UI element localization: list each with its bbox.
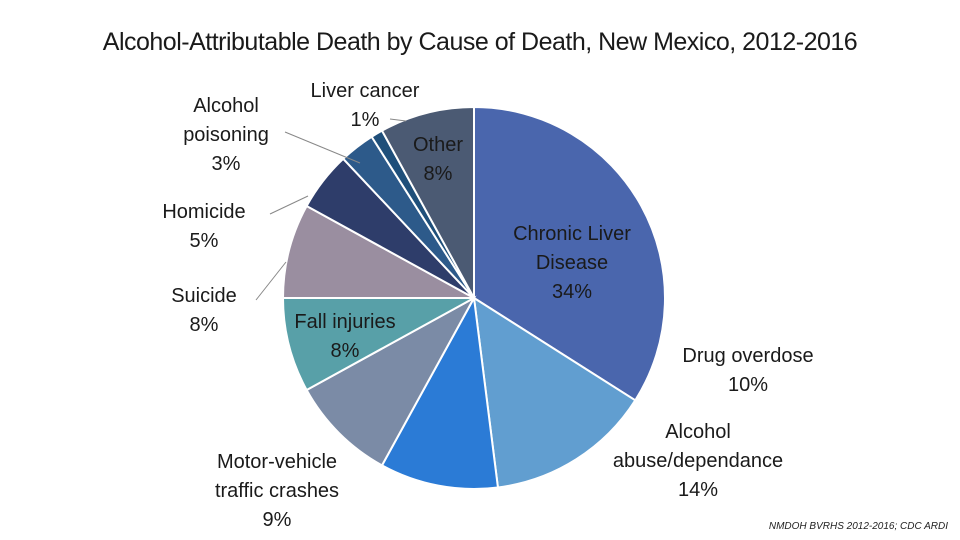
chart-title: Alcohol-Attributable Death by Cause of D… — [102, 28, 858, 56]
pie-slices — [281, 105, 666, 490]
slice-label: Suicide 8% — [171, 285, 237, 336]
slice-label: Alcohol poisoning 3% — [183, 95, 269, 175]
pie-slice — [281, 204, 475, 299]
slice-label: Motor-vehicle traffic crashes 9% — [215, 451, 339, 531]
pie-slice — [473, 105, 666, 402]
slice-label: Fall injuries 8% — [294, 311, 395, 362]
slice-label: Homicide 5% — [162, 201, 245, 252]
slice-label: Liver cancer 1% — [311, 80, 420, 131]
pie-slice — [305, 295, 477, 467]
leader-line — [269, 195, 309, 215]
pie-slice — [472, 296, 637, 489]
pie-slice — [380, 294, 500, 490]
pie-slice — [281, 297, 475, 392]
leader-line — [284, 131, 361, 164]
slice-labels: Chronic Liver Disease 34% Drug overdose 10% A… — [162, 80, 813, 531]
leader-line — [389, 118, 407, 122]
slice-label: Drug overdose 10% — [682, 345, 813, 396]
leader-line — [255, 261, 287, 301]
leader-lines — [255, 118, 407, 301]
pie-slice — [380, 105, 475, 299]
source-note: NMDOH BVRHS 2012-2016; CDC ARDI — [768, 521, 948, 532]
slice-label: Alcohol abuse/dependance 14% — [613, 421, 783, 501]
slice-label: Chronic Liver Disease 34% — [513, 223, 631, 303]
slice-label: Other 8% — [413, 134, 463, 185]
